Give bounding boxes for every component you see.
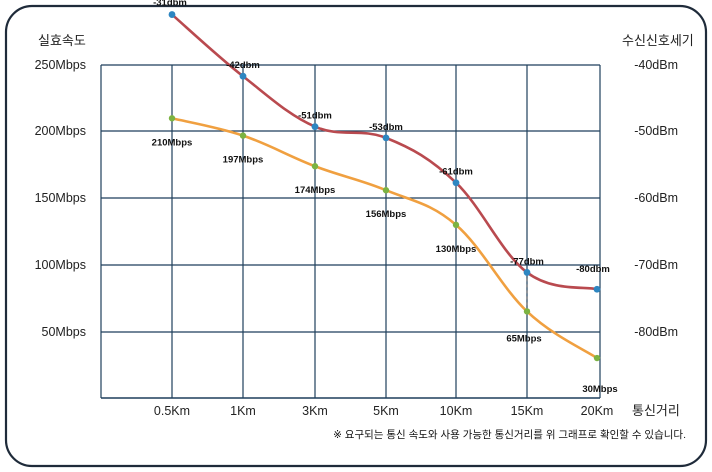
speed-data-label: 30Mbps bbox=[582, 384, 617, 395]
x-axis-ticks: 0.5Km 1Km 3Km 5Km 10Km 15Km 20Km bbox=[154, 404, 613, 418]
right-tick-label: -50dBm bbox=[634, 124, 678, 138]
x-tick-label: 10Km bbox=[440, 404, 473, 418]
x-tick-label: 1Km bbox=[230, 404, 256, 418]
right-axis-ticks: -40dBm -50dBm -60dBm -70dBm -80dBm bbox=[634, 58, 678, 339]
speed-data-label: 156Mbps bbox=[366, 209, 407, 220]
x-tick-label: 5Km bbox=[373, 404, 399, 418]
speed-point bbox=[311, 163, 319, 170]
left-tick-label: 250Mbps bbox=[35, 58, 86, 72]
x-tick-label: 15Km bbox=[511, 404, 544, 418]
left-tick-label: 200Mbps bbox=[35, 124, 86, 138]
signal-point bbox=[523, 269, 531, 276]
chart-note: ※ 요구되는 통신 속도와 사용 가능한 통신거리를 위 그래프로 확인할 수 … bbox=[333, 428, 686, 441]
speed-data-label: 65Mbps bbox=[506, 333, 541, 344]
x-axis-title: 통신거리 bbox=[632, 403, 680, 418]
signal-point bbox=[239, 72, 247, 80]
right-tick-label: -40dBm bbox=[634, 58, 678, 72]
signal-data-label: -61dbm bbox=[439, 167, 473, 178]
x-tick-label: 0.5Km bbox=[154, 404, 190, 418]
right-tick-label: -60dBm bbox=[634, 191, 678, 205]
signal-data-label: -77dbm bbox=[510, 256, 544, 267]
signal-data-label: -51dbm bbox=[298, 111, 332, 122]
grid bbox=[100, 64, 601, 399]
chart-frame bbox=[4, 4, 708, 468]
signal-point bbox=[311, 123, 319, 131]
signal-data-label: -53dbm bbox=[369, 122, 403, 133]
x-tick-label: 20Km bbox=[581, 404, 614, 418]
signal-data-label: -42dbm bbox=[226, 60, 260, 71]
speed-point bbox=[239, 132, 247, 139]
speed-data-label: 130Mbps bbox=[436, 244, 477, 255]
signal-point bbox=[168, 11, 176, 18]
signal-data-label: -80dbm bbox=[576, 264, 610, 275]
left-tick-label: 50Mbps bbox=[42, 325, 86, 339]
speed-data-label: 210Mbps bbox=[152, 137, 193, 148]
right-axis-title: 수신신호세기 bbox=[622, 33, 694, 48]
x-tick-label: 3Km bbox=[302, 404, 328, 418]
left-axis-title: 실효속도 bbox=[38, 33, 86, 48]
signal-point bbox=[382, 134, 390, 142]
left-axis-ticks: 250Mbps 200Mbps 150Mbps 100Mbps 50Mbps bbox=[35, 58, 86, 339]
signal-point bbox=[593, 285, 601, 293]
signal-point bbox=[452, 179, 460, 187]
right-tick-label: -80dBm bbox=[634, 325, 678, 339]
series-layer: 210Mbps 197Mbps 174Mbps 156Mbps 130Mbps 65Mbp… bbox=[152, 0, 618, 395]
left-tick-label: 100Mbps bbox=[35, 258, 86, 272]
speed-data-label: 197Mbps bbox=[223, 155, 264, 166]
speed-point bbox=[382, 187, 390, 194]
speed-data-label: 174Mbps bbox=[295, 185, 336, 196]
speed-point bbox=[452, 221, 460, 229]
left-tick-label: 150Mbps bbox=[35, 191, 86, 205]
right-tick-label: -70dBm bbox=[634, 258, 678, 272]
speed-point bbox=[593, 354, 601, 362]
speed-point bbox=[168, 115, 176, 122]
speed-point bbox=[523, 308, 531, 315]
signal-data-label: -31dbm bbox=[153, 0, 187, 9]
